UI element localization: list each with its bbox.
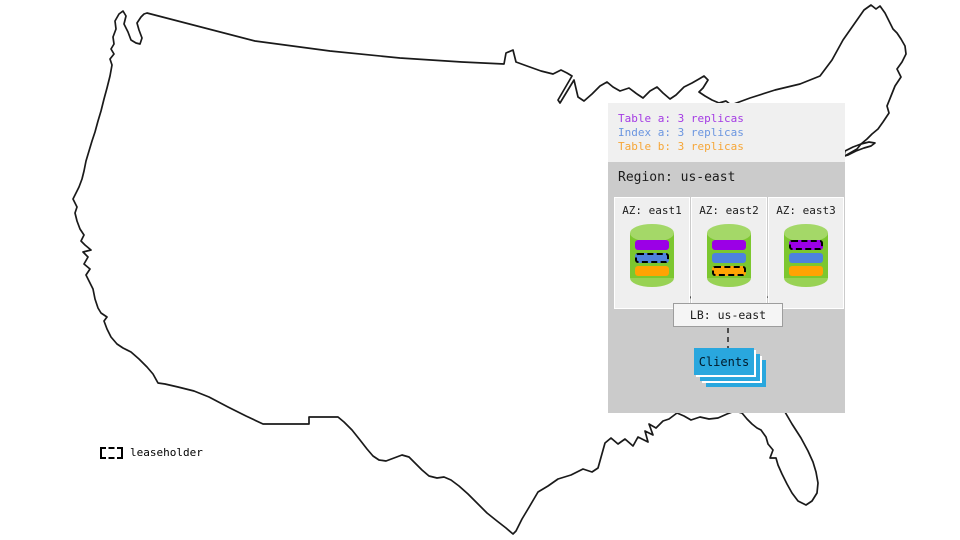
database-cylinder-icon: [630, 224, 674, 288]
az-row: AZ: east1 AZ: east2: [615, 198, 843, 308]
replica-bar-index-a: [789, 253, 823, 263]
az-label: AZ: east1: [622, 204, 682, 217]
long-island-path: [843, 141, 876, 157]
replica-bar-table-b: [789, 266, 823, 276]
legend-item-table-a: Table a: 3 replicas: [618, 112, 744, 125]
clients-box: Clients: [694, 348, 754, 375]
legend-item-index-a: Index a: 3 replicas: [618, 126, 744, 139]
replica-bar-table-a: [712, 240, 746, 250]
az-box-east1: AZ: east1: [615, 198, 689, 308]
region-panel: Table a: 3 replicas Index a: 3 replicas …: [608, 103, 845, 413]
database-cylinder-icon: [707, 224, 751, 288]
replica-legend: Table a: 3 replicas Index a: 3 replicas …: [608, 103, 845, 162]
region-box: Region: us-east AZ: east1: [608, 162, 845, 413]
region-title: Region: us-east: [618, 170, 736, 185]
load-balancer-box: LB: us-east: [673, 303, 783, 327]
az-label: AZ: east3: [776, 204, 836, 217]
replica-bar-table-a: [635, 240, 669, 250]
replica-bar-table-b-leaseholder: [712, 266, 746, 276]
az-box-east3: AZ: east3: [769, 198, 843, 308]
database-cylinder-icon: [784, 224, 828, 288]
replica-bar-index-a-leaseholder: [635, 253, 669, 263]
leaseholder-swatch-icon: [100, 446, 123, 459]
us-outline-path: [72, 4, 907, 535]
replica-bar-table-a-leaseholder: [789, 240, 823, 250]
legend-item-table-b: Table b: 3 replicas: [618, 140, 744, 153]
leaseholder-label: leaseholder: [130, 446, 203, 459]
replica-bar-index-a: [712, 253, 746, 263]
az-box-east2: AZ: east2: [692, 198, 766, 308]
replica-bar-table-b: [635, 266, 669, 276]
az-label: AZ: east2: [699, 204, 759, 217]
leaseholder-legend: leaseholder: [100, 446, 203, 459]
